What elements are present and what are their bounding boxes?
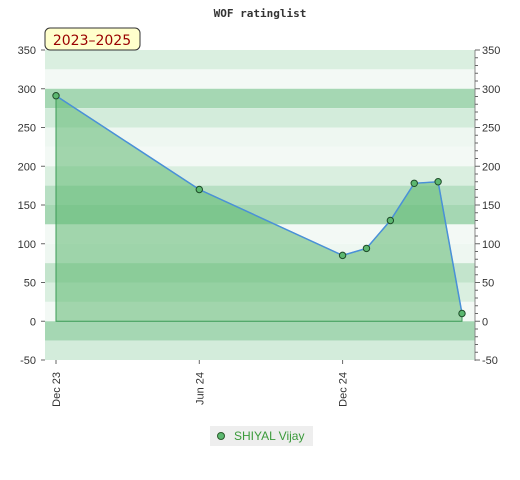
axis-layer: -50 -50 0 0 50 50 100 100 150 150 200 200 250 250 300 3… <box>18 45 501 407</box>
y-tick-label-left: 0 <box>30 316 36 328</box>
chart-title: WOF ratinglist <box>214 7 307 20</box>
y-tick-label-left: 250 <box>18 123 36 135</box>
y-tick-label-left: 350 <box>18 45 36 57</box>
data-point <box>386 216 395 225</box>
y-tick-label-left: -50 <box>20 355 36 367</box>
legend-marker-icon <box>217 432 225 440</box>
grid-band <box>45 340 475 360</box>
y-tick-label-right: 200 <box>482 161 500 173</box>
marker-layer <box>52 92 466 318</box>
grid-band <box>45 127 475 147</box>
y-tick-label-right: 100 <box>482 239 500 251</box>
y-tick-label-left: 50 <box>24 278 36 290</box>
y-tick-label-right: 300 <box>482 84 500 96</box>
y-tick-label-right: 0 <box>482 316 488 328</box>
x-tick-label: Dec 24 <box>338 372 350 407</box>
grid-band <box>45 88 475 109</box>
y-tick-label-right: 250 <box>482 123 500 135</box>
y-tick-label-right: 350 <box>482 45 500 57</box>
y-tick-label-left: 300 <box>18 84 36 96</box>
data-point <box>195 185 203 194</box>
data-point <box>362 244 371 253</box>
legend[interactable]: SHIYAL Vijay <box>210 426 313 446</box>
data-point <box>410 179 418 188</box>
x-tick-label: Jun 24 <box>194 372 206 405</box>
period-badge: 2023–2025 <box>44 27 141 51</box>
grid-band <box>45 108 475 128</box>
data-point <box>434 178 442 186</box>
period-badge-box <box>44 27 141 51</box>
y-tick-label-right: -50 <box>482 355 498 367</box>
y-tick-label-right: 150 <box>482 200 500 212</box>
y-tick-label-left: 100 <box>18 239 36 251</box>
legend-series-label: SHIYAL Vijay <box>234 429 304 443</box>
data-point <box>338 251 347 260</box>
period-badge-label: 2023–2025 <box>53 33 131 49</box>
grid-band <box>45 50 475 70</box>
x-tick-label: Dec 23 <box>51 372 63 407</box>
y-tick-label-left: 200 <box>18 161 36 173</box>
data-point <box>52 92 60 100</box>
legend-box <box>210 426 313 446</box>
series-line <box>55 95 463 314</box>
y-tick-label-right: 50 <box>482 278 494 290</box>
data-point <box>458 309 466 318</box>
grid-band <box>45 69 475 89</box>
y-tick-label-left: 150 <box>18 200 36 212</box>
grid-band <box>45 321 475 341</box>
